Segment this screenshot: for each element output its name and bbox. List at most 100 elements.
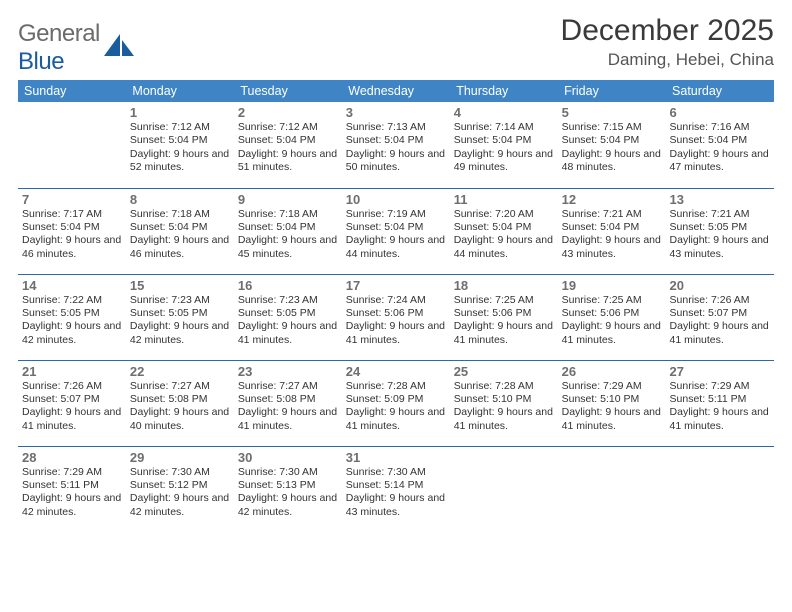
day-info: Sunrise: 7:21 AMSunset: 5:04 PMDaylight:… bbox=[562, 208, 662, 262]
calendar-day-cell: 13Sunrise: 7:21 AMSunset: 5:05 PMDayligh… bbox=[666, 188, 774, 274]
daylight-text: Daylight: 9 hours and 41 minutes. bbox=[238, 406, 338, 433]
day-number: 25 bbox=[454, 364, 554, 379]
sunset-text: Sunset: 5:11 PM bbox=[22, 479, 122, 492]
sunset-text: Sunset: 5:08 PM bbox=[130, 393, 230, 406]
daylight-text: Daylight: 9 hours and 45 minutes. bbox=[238, 234, 338, 261]
day-number: 28 bbox=[22, 450, 122, 465]
day-info: Sunrise: 7:27 AMSunset: 5:08 PMDaylight:… bbox=[238, 380, 338, 434]
day-info: Sunrise: 7:26 AMSunset: 5:07 PMDaylight:… bbox=[22, 380, 122, 434]
sunrise-text: Sunrise: 7:12 AM bbox=[130, 121, 230, 134]
sunset-text: Sunset: 5:04 PM bbox=[454, 134, 554, 147]
calendar-day-cell: 9Sunrise: 7:18 AMSunset: 5:04 PMDaylight… bbox=[234, 188, 342, 274]
day-info: Sunrise: 7:12 AMSunset: 5:04 PMDaylight:… bbox=[130, 121, 230, 175]
day-info: Sunrise: 7:28 AMSunset: 5:10 PMDaylight:… bbox=[454, 380, 554, 434]
daylight-text: Daylight: 9 hours and 44 minutes. bbox=[346, 234, 446, 261]
day-number: 11 bbox=[454, 192, 554, 207]
daylight-text: Daylight: 9 hours and 41 minutes. bbox=[238, 320, 338, 347]
month-title: December 2025 bbox=[561, 14, 774, 48]
calendar-day-cell: 14Sunrise: 7:22 AMSunset: 5:05 PMDayligh… bbox=[18, 274, 126, 360]
calendar-week-row: 21Sunrise: 7:26 AMSunset: 5:07 PMDayligh… bbox=[18, 360, 774, 446]
calendar-day-cell: 30Sunrise: 7:30 AMSunset: 5:13 PMDayligh… bbox=[234, 446, 342, 532]
calendar-day-cell: 8Sunrise: 7:18 AMSunset: 5:04 PMDaylight… bbox=[126, 188, 234, 274]
sunset-text: Sunset: 5:05 PM bbox=[22, 307, 122, 320]
day-info: Sunrise: 7:15 AMSunset: 5:04 PMDaylight:… bbox=[562, 121, 662, 175]
calendar-day-cell: 29Sunrise: 7:30 AMSunset: 5:12 PMDayligh… bbox=[126, 446, 234, 532]
sunset-text: Sunset: 5:04 PM bbox=[346, 221, 446, 234]
sunrise-text: Sunrise: 7:21 AM bbox=[670, 208, 770, 221]
weekday-header: Tuesday bbox=[234, 80, 342, 102]
weekday-header: Monday bbox=[126, 80, 234, 102]
calendar-day-cell: 3Sunrise: 7:13 AMSunset: 5:04 PMDaylight… bbox=[342, 102, 450, 188]
sunrise-text: Sunrise: 7:17 AM bbox=[22, 208, 122, 221]
calendar-day-cell bbox=[450, 446, 558, 532]
day-info: Sunrise: 7:29 AMSunset: 5:10 PMDaylight:… bbox=[562, 380, 662, 434]
sunset-text: Sunset: 5:05 PM bbox=[238, 307, 338, 320]
daylight-text: Daylight: 9 hours and 40 minutes. bbox=[130, 406, 230, 433]
sunrise-text: Sunrise: 7:26 AM bbox=[22, 380, 122, 393]
weekday-header: Thursday bbox=[450, 80, 558, 102]
daylight-text: Daylight: 9 hours and 42 minutes. bbox=[22, 492, 122, 519]
sunset-text: Sunset: 5:06 PM bbox=[346, 307, 446, 320]
weekday-header: Saturday bbox=[666, 80, 774, 102]
daylight-text: Daylight: 9 hours and 43 minutes. bbox=[670, 234, 770, 261]
calendar-week-row: 7Sunrise: 7:17 AMSunset: 5:04 PMDaylight… bbox=[18, 188, 774, 274]
sunrise-text: Sunrise: 7:21 AM bbox=[562, 208, 662, 221]
logo-word-1: General bbox=[18, 20, 100, 47]
sunset-text: Sunset: 5:04 PM bbox=[22, 221, 122, 234]
calendar-header: SundayMondayTuesdayWednesdayThursdayFrid… bbox=[18, 80, 774, 102]
sunset-text: Sunset: 5:04 PM bbox=[670, 134, 770, 147]
sunrise-text: Sunrise: 7:30 AM bbox=[130, 466, 230, 479]
day-info: Sunrise: 7:16 AMSunset: 5:04 PMDaylight:… bbox=[670, 121, 770, 175]
day-info: Sunrise: 7:29 AMSunset: 5:11 PMDaylight:… bbox=[22, 466, 122, 520]
daylight-text: Daylight: 9 hours and 41 minutes. bbox=[562, 406, 662, 433]
day-info: Sunrise: 7:17 AMSunset: 5:04 PMDaylight:… bbox=[22, 208, 122, 262]
calendar-week-row: 14Sunrise: 7:22 AMSunset: 5:05 PMDayligh… bbox=[18, 274, 774, 360]
logo: General Blue bbox=[18, 14, 138, 76]
day-info: Sunrise: 7:18 AMSunset: 5:04 PMDaylight:… bbox=[238, 208, 338, 262]
day-info: Sunrise: 7:18 AMSunset: 5:04 PMDaylight:… bbox=[130, 208, 230, 262]
day-number: 8 bbox=[130, 192, 230, 207]
day-info: Sunrise: 7:14 AMSunset: 5:04 PMDaylight:… bbox=[454, 121, 554, 175]
calendar-day-cell: 22Sunrise: 7:27 AMSunset: 5:08 PMDayligh… bbox=[126, 360, 234, 446]
sunset-text: Sunset: 5:09 PM bbox=[346, 393, 446, 406]
day-number: 27 bbox=[670, 364, 770, 379]
day-info: Sunrise: 7:12 AMSunset: 5:04 PMDaylight:… bbox=[238, 121, 338, 175]
sunset-text: Sunset: 5:07 PM bbox=[670, 307, 770, 320]
day-number: 26 bbox=[562, 364, 662, 379]
day-number: 7 bbox=[22, 192, 122, 207]
calendar-day-cell: 20Sunrise: 7:26 AMSunset: 5:07 PMDayligh… bbox=[666, 274, 774, 360]
sunset-text: Sunset: 5:08 PM bbox=[238, 393, 338, 406]
daylight-text: Daylight: 9 hours and 43 minutes. bbox=[346, 492, 446, 519]
logo-word-2: Blue bbox=[18, 48, 64, 75]
day-number: 9 bbox=[238, 192, 338, 207]
day-info: Sunrise: 7:22 AMSunset: 5:05 PMDaylight:… bbox=[22, 294, 122, 348]
calendar-day-cell: 27Sunrise: 7:29 AMSunset: 5:11 PMDayligh… bbox=[666, 360, 774, 446]
day-number: 24 bbox=[346, 364, 446, 379]
sunset-text: Sunset: 5:10 PM bbox=[562, 393, 662, 406]
calendar-day-cell: 21Sunrise: 7:26 AMSunset: 5:07 PMDayligh… bbox=[18, 360, 126, 446]
calendar-day-cell: 11Sunrise: 7:20 AMSunset: 5:04 PMDayligh… bbox=[450, 188, 558, 274]
daylight-text: Daylight: 9 hours and 41 minutes. bbox=[670, 320, 770, 347]
calendar-day-cell: 31Sunrise: 7:30 AMSunset: 5:14 PMDayligh… bbox=[342, 446, 450, 532]
sunset-text: Sunset: 5:04 PM bbox=[130, 221, 230, 234]
day-number: 20 bbox=[670, 278, 770, 293]
day-info: Sunrise: 7:24 AMSunset: 5:06 PMDaylight:… bbox=[346, 294, 446, 348]
daylight-text: Daylight: 9 hours and 43 minutes. bbox=[562, 234, 662, 261]
daylight-text: Daylight: 9 hours and 49 minutes. bbox=[454, 148, 554, 175]
day-number: 6 bbox=[670, 105, 770, 120]
day-number: 5 bbox=[562, 105, 662, 120]
calendar-body: 1Sunrise: 7:12 AMSunset: 5:04 PMDaylight… bbox=[18, 102, 774, 532]
day-number: 1 bbox=[130, 105, 230, 120]
calendar-day-cell: 2Sunrise: 7:12 AMSunset: 5:04 PMDaylight… bbox=[234, 102, 342, 188]
daylight-text: Daylight: 9 hours and 48 minutes. bbox=[562, 148, 662, 175]
daylight-text: Daylight: 9 hours and 42 minutes. bbox=[130, 492, 230, 519]
weekday-header: Sunday bbox=[18, 80, 126, 102]
daylight-text: Daylight: 9 hours and 44 minutes. bbox=[454, 234, 554, 261]
calendar-day-cell: 17Sunrise: 7:24 AMSunset: 5:06 PMDayligh… bbox=[342, 274, 450, 360]
day-number: 14 bbox=[22, 278, 122, 293]
weekday-header: Wednesday bbox=[342, 80, 450, 102]
sunrise-text: Sunrise: 7:30 AM bbox=[346, 466, 446, 479]
sunrise-text: Sunrise: 7:22 AM bbox=[22, 294, 122, 307]
daylight-text: Daylight: 9 hours and 42 minutes. bbox=[238, 492, 338, 519]
sunset-text: Sunset: 5:04 PM bbox=[238, 134, 338, 147]
